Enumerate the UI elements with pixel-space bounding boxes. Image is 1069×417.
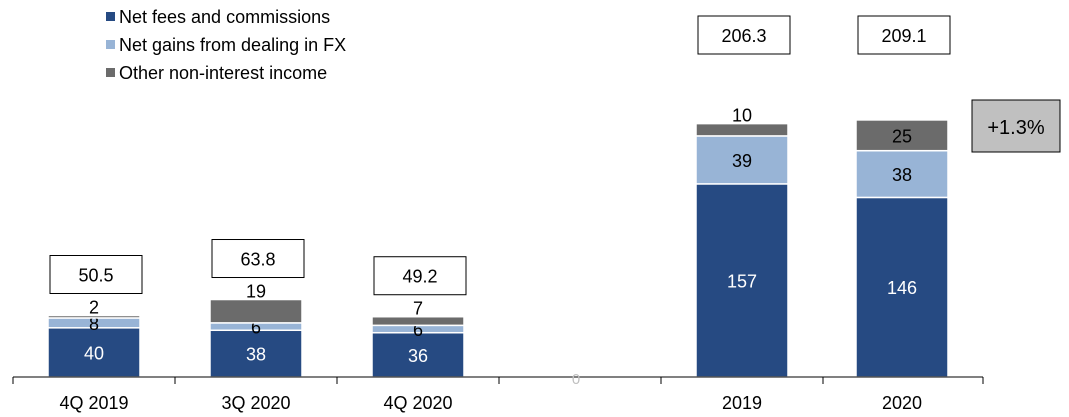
legend: Net fees and commissions Net gains from d… <box>106 7 346 83</box>
bar-label-6-3: 25 <box>892 126 912 146</box>
bar-segment-1-1 <box>47 327 141 378</box>
x-tick-label-3: 4Q 2020 <box>383 393 452 413</box>
bar-segment-6-2 <box>855 149 949 199</box>
legend-swatch-2 <box>106 40 115 49</box>
total-label-2: 63.8 <box>240 250 275 270</box>
total-box-1 <box>49 255 143 294</box>
x-tick-label-1: 4Q 2019 <box>59 393 128 413</box>
x-tick-label-5: 2019 <box>722 393 762 413</box>
total-label-5: 206.3 <box>721 26 766 46</box>
total-label-3: 49.2 <box>402 267 437 287</box>
growth-badge-label: +1.3% <box>987 117 1044 139</box>
bar-label-6-2: 38 <box>892 165 912 185</box>
bar-label-2-2: 6 <box>251 318 261 338</box>
x-axis: 4Q 2019 3Q 2020 4Q 2020 2019 2020 0 <box>12 371 984 413</box>
bar-label-5-3: 10 <box>732 106 752 126</box>
total-box-5 <box>697 15 791 55</box>
bar-label-3-3: 7 <box>413 299 423 319</box>
bar-label-2-1: 38 <box>246 345 266 365</box>
total-box-2 <box>211 239 305 279</box>
bar-label-3-1: 36 <box>408 346 428 366</box>
gap-marker: 0 <box>572 371 580 388</box>
x-tick-label-6: 2020 <box>882 393 922 413</box>
bar-label-1-1: 40 <box>84 343 104 363</box>
legend-label-1: Net fees and commissions <box>119 7 330 27</box>
legend-label-3: Other non-interest income <box>119 63 327 83</box>
growth-badge-box <box>971 99 1061 153</box>
legend-swatch-3 <box>106 68 115 77</box>
bar-label-2-3: 19 <box>246 282 266 302</box>
bar-segment-3-3 <box>371 315 465 327</box>
x-tick-label-2: 3Q 2020 <box>221 393 290 413</box>
legend-label-2: Net gains from dealing in FX <box>119 35 346 55</box>
bar-segment-2-1 <box>209 329 303 378</box>
total-boxes: 50.5 63.8 49.2 206.3 209.1 <box>49 15 951 296</box>
total-label-6: 209.1 <box>881 26 926 46</box>
bar-segment-1-3 <box>47 314 141 319</box>
growth-badge: +1.3% <box>971 99 1061 153</box>
bar-label-5-1: 157 <box>727 271 757 291</box>
legend-swatch-1 <box>106 12 115 21</box>
bar-segment-6-3 <box>855 119 949 152</box>
total-box-6 <box>857 15 951 55</box>
bar-label-1-2: 8 <box>89 314 99 334</box>
bar-label-6-1: 146 <box>887 278 917 298</box>
bar-label-1-3: 2 <box>89 298 99 318</box>
total-box-3 <box>373 256 467 296</box>
total-label-1: 50.5 <box>78 266 113 286</box>
bar-label-5-2: 39 <box>732 151 752 171</box>
bar-label-3-2: 6 <box>413 320 423 340</box>
bar-segment-2-3 <box>209 298 303 324</box>
bar-segment-5-3 <box>695 122 789 137</box>
